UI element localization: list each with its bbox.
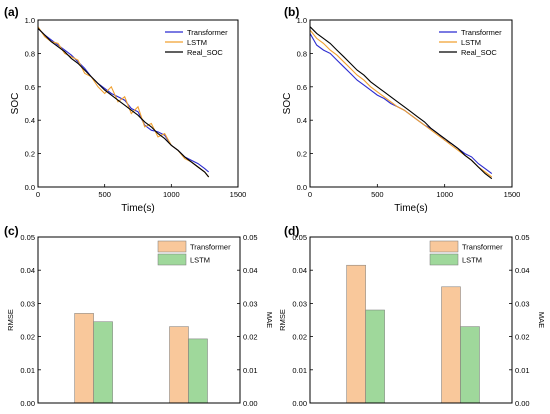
y-tick-label-left: 0.00 [20, 399, 35, 408]
y-tick-label-left: 0.03 [20, 299, 35, 308]
bar-transformer-rmse [346, 264, 366, 404]
y-tick-label-left: 0.00 [292, 399, 307, 408]
bar-transformer-mae [169, 326, 189, 404]
plot-frame [309, 236, 513, 404]
y-tick-label-left: 0.02 [20, 333, 35, 342]
panel-label: (a) [4, 5, 19, 19]
bar-transformer-rmse [74, 313, 94, 404]
y-tick-label: 0.2 [297, 150, 307, 159]
panel-label: (d) [284, 224, 299, 238]
legend-label: Transformer [190, 243, 231, 252]
y-tick-label: 0.0 [25, 183, 35, 192]
legend-label: Transformer [187, 28, 228, 37]
y-tick-label-left: 0.01 [20, 366, 35, 375]
series-line-transformer [38, 27, 210, 173]
legend-label: LSTM [462, 256, 482, 265]
y-tick-label-right: 0.04 [515, 266, 530, 275]
x-tick-label: 1500 [504, 190, 521, 199]
y-tick-label: 1.0 [297, 16, 307, 25]
bar-transformer-mae [441, 286, 461, 404]
y-axis-label: SOC [10, 93, 21, 115]
legend-swatch [157, 240, 187, 253]
x-tick-label: 1000 [436, 190, 453, 199]
legend-label: Real_SOC [461, 48, 497, 57]
y-tick-label-right: 0.01 [515, 366, 530, 375]
x-axis-label: Time(s) [394, 203, 428, 214]
y-tick-label-right: 0.02 [515, 333, 530, 342]
bar-lstm-rmse [93, 321, 113, 404]
panel-label: (b) [284, 5, 299, 19]
panel-3: (c) 0.00 0.00 0.01 0.01 0.02 0.02 0.03 0.03 0.04 0… [4, 224, 274, 408]
x-tick-label: 500 [98, 190, 111, 199]
y-tick-label-left: 0.02 [292, 333, 307, 342]
x-tick-label: 0 [308, 190, 312, 199]
legend-label: LSTM [190, 256, 210, 265]
y-tick-label-right: 0.01 [243, 366, 258, 375]
bar-lstm-mae [188, 338, 208, 404]
y-axis-label-left: RMSE [278, 309, 287, 331]
panel-4: (d) 0.00 0.00 0.01 0.01 0.02 0.02 0.03 0.03 0.04 0… [278, 224, 546, 408]
plot-frame [37, 236, 241, 404]
y-tick-label: 0.8 [25, 49, 35, 58]
legend-swatch [429, 240, 459, 253]
x-tick-label: 500 [371, 190, 384, 199]
x-tick-label: 1000 [163, 190, 180, 199]
y-tick-label-right: 0.00 [243, 399, 258, 408]
y-tick-label-right: 0.05 [515, 233, 530, 242]
bar-lstm-rmse [365, 309, 385, 404]
y-tick-label-right: 0.05 [243, 233, 258, 242]
plot-frame [309, 19, 513, 188]
legend-label: Transformer [461, 28, 502, 37]
y-axis-label-left: RMSE [6, 309, 15, 331]
panel-label: (c) [4, 224, 19, 238]
y-tick-label: 0.4 [297, 116, 307, 125]
y-tick-label-left: 0.03 [292, 299, 307, 308]
y-axis-label-right: MAE [537, 312, 546, 328]
y-tick-label-left: 0.04 [20, 266, 35, 275]
y-tick-label-right: 0.00 [515, 399, 530, 408]
y-tick-label: 0.0 [297, 183, 307, 192]
y-tick-label: 1.0 [25, 16, 35, 25]
legend-label: Transformer [462, 243, 503, 252]
y-tick-label-right: 0.03 [515, 299, 530, 308]
y-tick-label: 0.6 [25, 83, 35, 92]
bar-lstm-mae [460, 326, 480, 404]
y-tick-label: 0.2 [25, 150, 35, 159]
x-tick-label: 0 [36, 190, 40, 199]
y-tick-label: 0.6 [297, 83, 307, 92]
legend-label: Real_SOC [187, 48, 223, 57]
x-axis-label: Time(s) [121, 203, 155, 214]
y-tick-label-left: 0.05 [20, 233, 35, 242]
y-tick-label-right: 0.04 [243, 266, 258, 275]
panel-2: (b) 0 500 1000 1500 0.0 0.2 0.4 0.6 0.8 1.0 Time(s)… [282, 5, 520, 214]
legend-label: LSTM [187, 38, 207, 47]
y-axis-label: SOC [282, 93, 293, 115]
y-tick-label-right: 0.03 [243, 299, 258, 308]
legend-swatch [157, 253, 187, 266]
panel-1: (a) 0 500 1000 1500 0.0 0.2 0.4 0.6 0.8 1.0 Time(s)… [4, 5, 246, 214]
series-line-real-soc [310, 26, 493, 180]
series-line-lstm [310, 29, 493, 178]
y-axis-label-right: MAE [265, 312, 274, 328]
y-tick-label-left: 0.04 [292, 266, 307, 275]
plot-frame [37, 19, 239, 188]
y-tick-label-right: 0.02 [243, 333, 258, 342]
y-tick-label-left: 0.05 [292, 233, 307, 242]
y-tick-label-left: 0.01 [292, 366, 307, 375]
series-line-real-soc [38, 27, 210, 178]
x-tick-label: 1500 [230, 190, 247, 199]
legend-label: LSTM [461, 38, 481, 47]
legend-swatch [429, 253, 459, 266]
y-tick-label: 0.4 [25, 116, 35, 125]
y-tick-label: 0.8 [297, 49, 307, 58]
